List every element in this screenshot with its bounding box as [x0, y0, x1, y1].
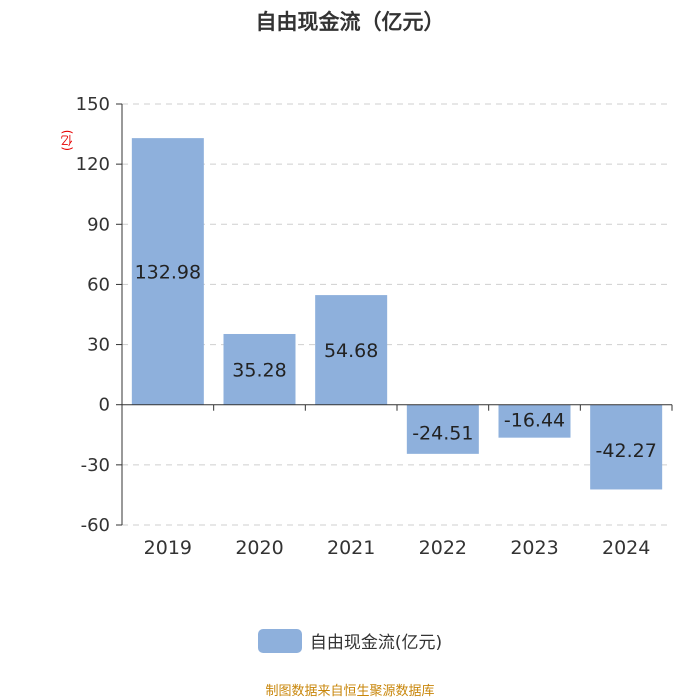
bar [406, 404, 479, 454]
y-tick-label: 90 [87, 214, 110, 235]
bar-value-label: 132.98 [135, 261, 201, 283]
bar-value-label: 54.68 [324, 340, 378, 362]
legend-swatch [257, 628, 302, 653]
bar [223, 333, 296, 405]
x-tick-label: 2019 [144, 537, 192, 559]
legend-label: 自由现金流(亿元) [309, 633, 443, 653]
x-tick-label: 2021 [327, 537, 375, 559]
bar [315, 295, 388, 405]
data-source-note: 制图数据来自恒生聚源数据库 [265, 684, 435, 699]
y-tick-label: -30 [81, 455, 110, 476]
legend[interactable]: 自由现金流(亿元) [0, 628, 700, 653]
chart-title: 自由现金流（亿元） [255, 10, 445, 34]
x-tick-label: 2022 [419, 537, 467, 559]
x-tick-label: 2024 [602, 537, 650, 559]
y-tick-label: 120 [76, 154, 110, 175]
y-tick-label: -60 [81, 515, 110, 536]
bar-value-label: 35.28 [232, 359, 286, 381]
labels: -60 -30 0 30 60 90 120 150 132.98 2019 35.28 2020 54… [76, 94, 657, 559]
y-tick-label: 60 [87, 274, 110, 295]
x-tick-label: 2020 [235, 537, 283, 559]
y-tick-label: 150 [76, 94, 110, 115]
grid-lines [122, 103, 672, 526]
bar [131, 138, 204, 405]
bars [131, 138, 663, 490]
bar-value-label: -42.27 [596, 440, 657, 462]
bar-value-label: -24.51 [412, 422, 473, 444]
bar [590, 404, 663, 490]
y-tick-label: 30 [87, 335, 110, 356]
axes [116, 103, 673, 526]
y-axis-unit-label: (亿) [60, 129, 74, 151]
x-tick-label: 2023 [510, 537, 558, 559]
y-tick-label: 0 [99, 395, 110, 416]
bar [498, 404, 571, 438]
bar-value-label: -16.44 [504, 410, 565, 432]
